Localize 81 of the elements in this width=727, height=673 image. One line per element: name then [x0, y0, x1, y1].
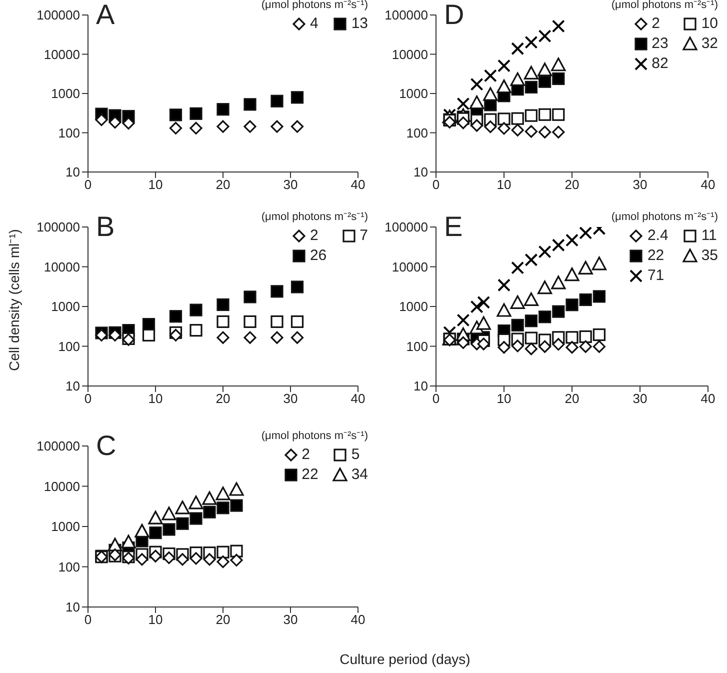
legend-label: 23 — [652, 35, 668, 52]
y-tick-label: 100 — [58, 559, 80, 574]
x-tick-label: 40 — [700, 177, 716, 192]
x-tick-label: 40 — [350, 177, 366, 192]
y-tick-label: 10 — [66, 600, 80, 615]
x-tick-label: 20 — [564, 177, 580, 192]
y-tick-label: 10000 — [392, 46, 428, 62]
y-tick-label: 1000 — [399, 86, 428, 102]
y-tick-label: 1000 — [399, 299, 428, 314]
legend-label: 11 — [701, 227, 717, 244]
y-tick-label: 100 — [58, 338, 80, 354]
y-axis-title: Cell density (cells ml⁻¹) — [5, 228, 23, 373]
x-tick-label: 10 — [148, 391, 163, 406]
legend-label: 10 — [701, 15, 718, 32]
legend-label: 35 — [701, 247, 718, 264]
chart-title: B — [96, 211, 115, 242]
chart-title: E — [444, 211, 463, 242]
chart-title: D — [444, 0, 464, 30]
y-tick-label: 1000 — [51, 519, 80, 534]
chart-title: C — [96, 430, 116, 461]
legend-title: (μmol photons m⁻²s⁻¹) — [260, 0, 368, 11]
legend-title: (μmol photons m⁻²s⁻¹) — [610, 0, 718, 11]
y-tick-label: 10 — [414, 378, 428, 394]
y-tick-label: 100 — [406, 338, 428, 354]
x-tick-label: 10 — [496, 177, 512, 192]
y-tick-label: 100 — [406, 125, 428, 140]
legend-label: 2 — [652, 15, 660, 32]
legend-title: (μmol photons m⁻²s⁻¹) — [610, 210, 718, 223]
legend-label: 2.4 — [647, 227, 668, 244]
legend-label: 26 — [310, 247, 327, 264]
legend-title: (μmol photons m⁻²s⁻¹) — [260, 210, 368, 223]
legend-label: 2 — [310, 227, 318, 244]
x-tick-label: 30 — [283, 177, 298, 192]
y-tick-label: 10 — [66, 378, 80, 394]
x-tick-label: 40 — [700, 391, 716, 406]
y-tick-label: 10000 — [392, 259, 428, 274]
legend-label: 4 — [310, 15, 318, 32]
legend-label: 32 — [701, 35, 718, 52]
x-tick-label: 0 — [84, 612, 92, 628]
x-tick-label: 0 — [84, 177, 92, 192]
x-tick-label: 30 — [632, 177, 648, 192]
y-tick-label: 100000 — [384, 8, 428, 23]
y-tick-label: 100000 — [36, 8, 80, 23]
x-tick-label: 10 — [496, 391, 512, 406]
legend-label: 22 — [302, 466, 318, 483]
y-tick-label: 10 — [414, 164, 428, 180]
legend-label: 5 — [351, 446, 360, 463]
legend-label: 22 — [647, 247, 664, 264]
x-tick-label: 30 — [283, 391, 298, 406]
legend-label: 34 — [351, 466, 368, 483]
y-tick-label: 10000 — [44, 259, 80, 274]
x-tick-label: 30 — [632, 391, 648, 406]
x-tick-label: 0 — [432, 391, 440, 406]
legend-label: 2 — [302, 446, 310, 463]
y-tick-label: 100 — [58, 125, 80, 140]
legend-label: 82 — [652, 55, 668, 72]
y-tick-label: 10 — [66, 164, 80, 180]
y-tick-label: 10000 — [44, 46, 80, 62]
y-tick-label: 10000 — [44, 478, 80, 494]
x-tick-label: 20 — [216, 612, 230, 628]
x-tick-label: 40 — [350, 391, 366, 406]
y-tick-label: 1000 — [51, 86, 80, 102]
legend-title: (μmol photons m⁻²s⁻¹) — [260, 429, 368, 442]
x-tick-label: 40 — [350, 612, 366, 628]
y-tick-label: 100000 — [36, 220, 80, 235]
y-tick-label: 1000 — [51, 299, 80, 314]
chart-title: A — [96, 0, 115, 30]
x-tick-label: 20 — [216, 391, 230, 406]
legend-label: 7 — [360, 227, 368, 244]
legend-label: 13 — [351, 15, 368, 32]
x-tick-label: 10 — [148, 177, 163, 192]
x-tick-label: 20 — [564, 391, 580, 406]
legend-label: 71 — [647, 267, 664, 284]
x-tick-label: 0 — [432, 177, 440, 192]
x-tick-label: 20 — [216, 177, 230, 192]
x-tick-label: 10 — [148, 612, 163, 628]
x-tick-label: 0 — [84, 391, 92, 406]
x-tick-label: 30 — [283, 612, 298, 628]
x-axis-title: Culture period (days) — [338, 651, 472, 667]
y-tick-label: 100000 — [36, 438, 80, 454]
y-tick-label: 100000 — [384, 220, 428, 235]
